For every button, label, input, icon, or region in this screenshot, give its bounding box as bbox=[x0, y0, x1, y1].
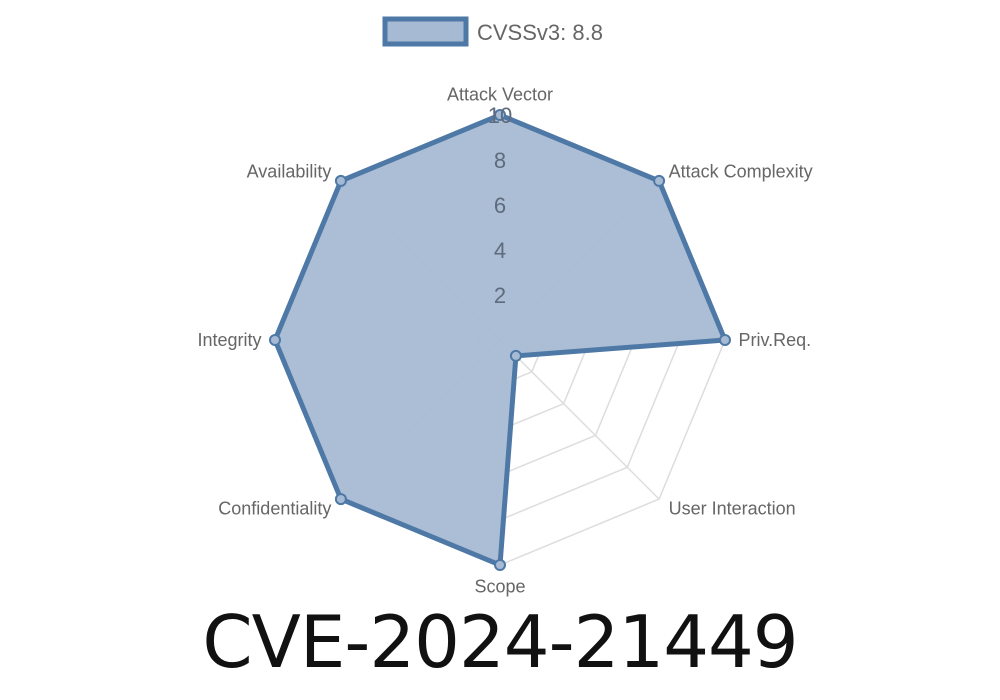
axis-label: Attack Complexity bbox=[669, 161, 813, 181]
axis-label: Availability bbox=[247, 161, 332, 181]
data-point bbox=[494, 109, 506, 121]
tick-label: 10 bbox=[488, 103, 512, 128]
axis-label: Confidentiality bbox=[218, 499, 331, 519]
tick-label: 2 bbox=[494, 283, 506, 308]
data-point bbox=[334, 493, 347, 506]
axis-label: Attack Vector bbox=[447, 85, 553, 105]
axis-label: User Interaction bbox=[669, 499, 796, 519]
page-title: CVE-2024-21449 bbox=[202, 600, 798, 684]
axis-label: Integrity bbox=[197, 330, 261, 350]
tick-label: 8 bbox=[494, 148, 506, 173]
tick-label: 6 bbox=[494, 193, 506, 218]
data-point bbox=[509, 349, 522, 362]
axis-label: Scope bbox=[474, 577, 525, 597]
legend-swatch bbox=[382, 16, 469, 47]
tick-label: 4 bbox=[494, 238, 506, 263]
data-point bbox=[269, 334, 281, 346]
grid-spoke bbox=[499, 339, 660, 500]
data-point bbox=[334, 174, 347, 187]
data-point bbox=[719, 334, 731, 346]
data-point bbox=[653, 174, 666, 187]
data-point bbox=[494, 559, 506, 571]
legend-label: CVSSv3: 8.8 bbox=[477, 20, 603, 45]
axis-label: Priv.Req. bbox=[739, 330, 812, 350]
